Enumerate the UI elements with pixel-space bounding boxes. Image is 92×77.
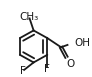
Text: O: O (66, 59, 74, 69)
Text: OH: OH (74, 38, 90, 48)
Text: CH₃: CH₃ (19, 12, 39, 22)
Text: F: F (20, 66, 26, 76)
Text: F: F (44, 64, 50, 74)
